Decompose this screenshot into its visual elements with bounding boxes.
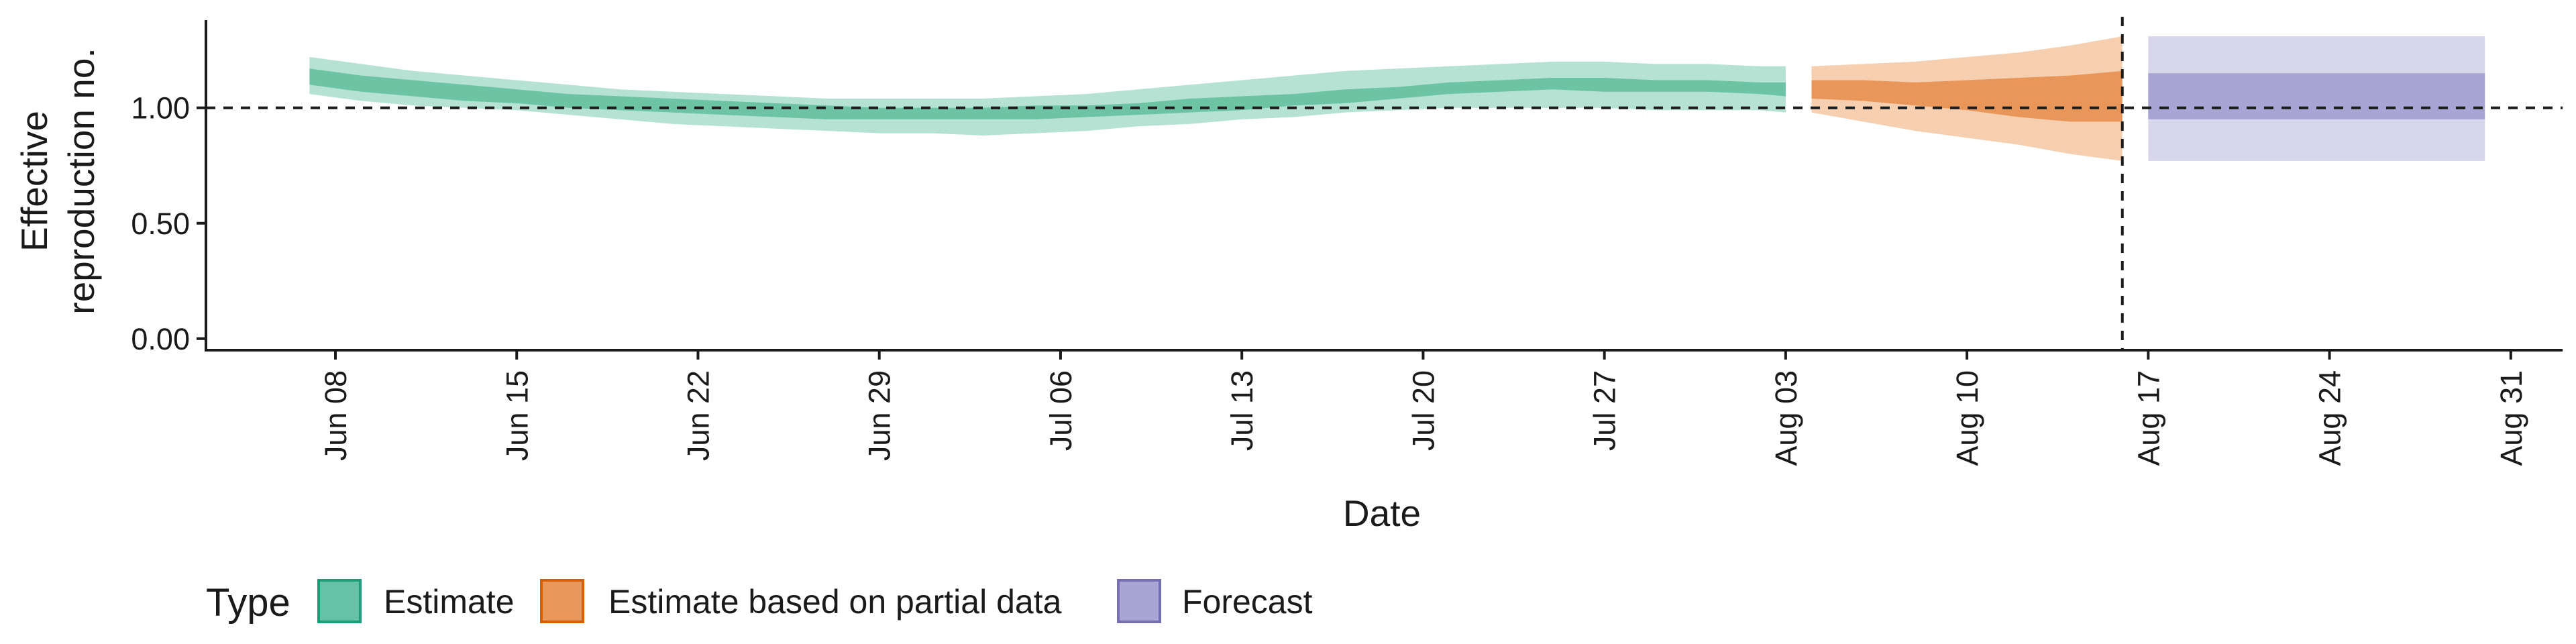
x-tick-label: Jul 13 bbox=[1225, 370, 1259, 451]
legend-key-partial bbox=[541, 580, 583, 622]
x-axis-title: Date bbox=[1343, 492, 1421, 534]
x-tick-label: Jul 20 bbox=[1406, 370, 1440, 451]
legend-label-forecast: Forecast bbox=[1182, 583, 1313, 621]
x-tick-label: Jun 22 bbox=[682, 370, 716, 461]
legend-key-estimate bbox=[319, 580, 360, 622]
legend-key-forecast bbox=[1118, 580, 1160, 622]
legend-label-partial: Estimate based on partial data bbox=[608, 583, 1062, 621]
x-tick-label: Jul 06 bbox=[1044, 370, 1078, 451]
x-tick-label: Aug 03 bbox=[1769, 370, 1803, 466]
y-tick-label: 1.00 bbox=[131, 91, 190, 125]
x-tick-label: Aug 24 bbox=[2313, 370, 2347, 466]
y-tick-label: 0.00 bbox=[131, 322, 190, 356]
y-axis-title-line-2: reproduction no. bbox=[60, 48, 102, 315]
x-tick-label: Aug 31 bbox=[2494, 370, 2528, 466]
band-inner-forecast bbox=[2148, 73, 2485, 119]
x-tick-label: Jul 27 bbox=[1588, 370, 1622, 451]
legend-label-estimate: Estimate bbox=[384, 583, 515, 621]
x-tick-label: Jun 15 bbox=[500, 370, 534, 461]
x-tick-label: Aug 17 bbox=[2131, 370, 2165, 466]
legend-title: Type bbox=[206, 581, 290, 625]
plot-area bbox=[206, 17, 2563, 350]
y-axis-title-line-1: Effective bbox=[13, 111, 55, 252]
x-tick-label: Jun 29 bbox=[863, 370, 897, 461]
x-tick-label: Jun 08 bbox=[319, 370, 353, 461]
legend: Type Estimate Estimate based on partial … bbox=[206, 580, 1313, 625]
x-tick-label: Aug 10 bbox=[1950, 370, 1984, 466]
y-tick-label: 0.50 bbox=[131, 207, 190, 241]
